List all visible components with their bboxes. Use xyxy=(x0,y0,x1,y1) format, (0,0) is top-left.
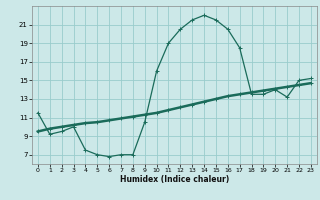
X-axis label: Humidex (Indice chaleur): Humidex (Indice chaleur) xyxy=(120,175,229,184)
